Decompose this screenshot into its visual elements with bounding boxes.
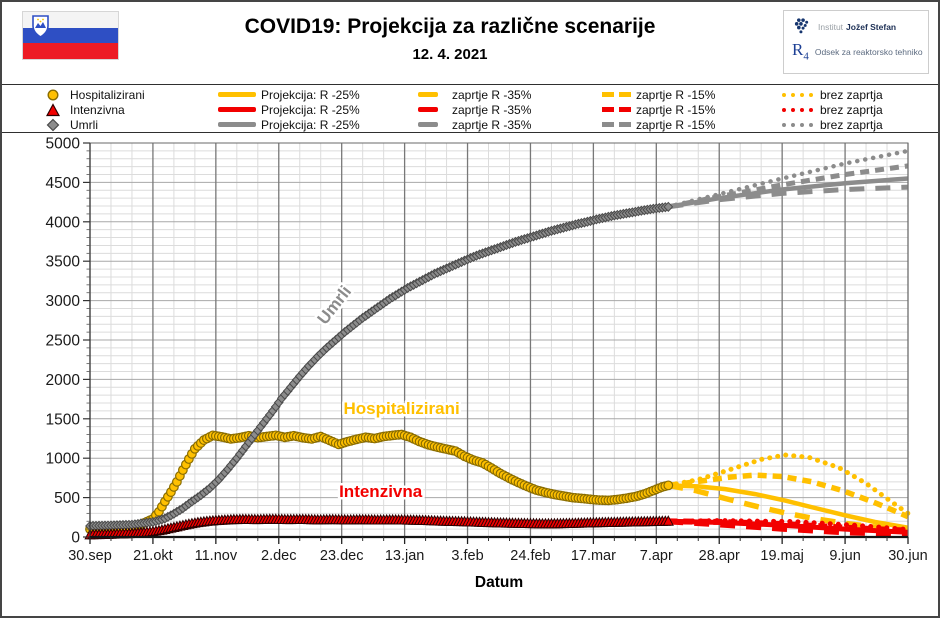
x-tick-label: 28.apr [699,548,740,564]
x-tick-label: 19.maj [760,548,804,564]
logo-institute-name: Jožef Stefan [846,21,897,32]
projection-line [668,483,909,530]
projection-line [667,163,909,210]
legend-item-label: Projekcija: R -25% [261,87,360,102]
x-tick-label: 13.jan [385,548,425,564]
y-tick-label: 2000 [46,372,81,389]
projection-line [665,518,911,532]
legend-item-label: Projekcija: R -25% [261,102,360,117]
flag-stripe-red [23,43,118,59]
y-tick-label: 1000 [46,451,81,468]
legend-row-intenzivna: Intenzivna Projekcija: R -25% zaprtje R … [2,102,938,117]
y-tick-label: 3500 [46,254,81,271]
header: COVID19: Projekcija za različne scenarij… [2,2,938,84]
x-tick-label: 30.jun [888,548,928,564]
x-tick-label: 21.okt [133,548,173,564]
series-umrli [85,201,674,532]
chart-legend: Hospitalizirani Projekcija: R -25% zaprt… [2,84,938,133]
institute-logo: Institut Jožef Stefan R4 Odsek za reakto… [783,10,929,74]
y-tick-label: 1500 [46,411,81,428]
axes: 0 500 1000 1500 2000 2500 3000 3500 4000 4500 5000… [46,136,928,592]
legend-row-hospitalizirani: Hospitalizirani Projekcija: R -25% zaprt… [2,87,938,102]
x-tick-label: 24.feb [510,548,550,564]
ijs-dots-logo-icon [794,18,809,34]
series-intenzivna [84,513,674,540]
triangle-marker-icon [46,102,60,116]
projection-line [665,452,911,516]
legend-item-label: zaprtje R -35% [452,102,532,117]
legend-item-label: zaprtje R -15% [636,87,716,102]
y-tick-label: 0 [71,530,80,547]
projection-line [667,482,909,533]
y-tick-label: 500 [54,490,80,507]
x-tick-label: 23.dec [320,548,364,564]
chart-area: Umrli Hospitalizirani Intenzivna 0 500 1000 15… [2,133,938,616]
circle-marker-icon [47,88,59,101]
long-dash-sample [418,107,438,112]
series-label: Hospitalizirani [344,399,460,418]
x-tick-label: 2.dec [261,548,296,564]
projection-chart: Umrli Hospitalizirani Intenzivna 0 500 1000 15… [46,136,928,592]
x-tick-label: 11.nov [195,548,238,564]
solid-line-sample [218,122,256,127]
y-tick-label: 4000 [46,214,81,231]
coat-of-arms-icon [32,15,49,38]
logo-department: Odsek za reaktorsko tehniko [814,46,923,57]
page-title: COVID19: Projekcija za različne scenarij… [244,15,656,38]
legend-item-label: zaprtje R -15% [636,102,716,117]
long-dash-sample [418,92,438,97]
series-label: Umrli [313,282,355,328]
x-tick-label: 9.jun [829,548,860,564]
legend-series-name: Hospitalizirani [70,87,145,102]
solid-line-sample [218,92,256,97]
y-tick-label: 4500 [46,175,81,192]
legend-item-label: brez zaprtja [820,87,883,102]
title-block: COVID19: Projekcija za različne scenarij… [122,15,778,63]
x-tick-label: 30.sep [68,548,112,564]
logo-institute-word: Institut [818,21,844,32]
y-tick-label: 2500 [46,333,81,350]
x-tick-label: 17.mar [571,548,616,564]
diamond-marker-icon [46,118,60,131]
legend-item-label: zaprtje R -15% [636,117,716,132]
x-tick-label: 7.apr [640,548,673,564]
series-label: Intenzivna [339,482,423,501]
slovenia-flag-icon [23,12,118,59]
projection-lines [665,148,911,538]
legend-series-name: Intenzivna [70,102,125,117]
x-axis-title: Datum [475,574,523,591]
report-date: 12. 4. 2021 [412,46,488,63]
legend-item-label: brez zaprtja [820,102,883,117]
dotted-line-sample [782,92,786,97]
legend-item-label: Projekcija: R -25% [261,117,360,132]
dashed-line-sample [602,92,631,97]
solid-line-sample [218,107,256,112]
dashed-line-sample [602,107,631,112]
legend-item-label: zaprtje R -35% [452,117,532,132]
dashed-line-sample [602,122,631,127]
long-dash-sample [418,122,438,127]
r4-logo: R4 [792,40,809,63]
series-labels: Umrli Hospitalizirani Intenzivna [311,280,462,504]
legend-series-name: Umrli [70,117,98,132]
legend-item-label: zaprtje R -35% [452,87,532,102]
dotted-line-sample [782,107,786,112]
dotted-line-sample [782,122,786,127]
projection-line [666,148,911,210]
y-tick-label: 3000 [46,293,81,310]
x-tick-label: 3.feb [451,548,483,564]
y-tick-label: 5000 [46,136,81,153]
legend-row-umrli: Umrli Projekcija: R -25% zaprtje R -35% … [2,117,938,132]
legend-item-label: brez zaprtja [820,117,883,132]
projection-line [667,472,910,520]
